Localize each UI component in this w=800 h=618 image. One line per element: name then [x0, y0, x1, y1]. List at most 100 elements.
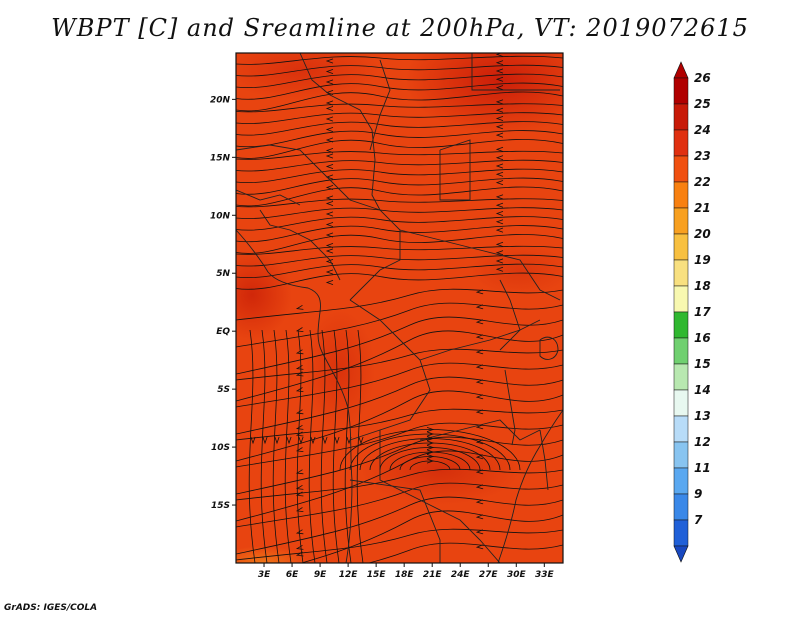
streamline-arrow: [475, 304, 484, 310]
colorbar-label: 25: [694, 97, 711, 111]
coastline-east-africa: [497, 409, 563, 563]
streamline-arrow: [274, 436, 280, 445]
map-plot-area: [236, 53, 563, 563]
lon-tick-label: 24E: [451, 570, 471, 580]
colorbar-label: 24: [694, 123, 711, 137]
lat-tick-label: 10N: [210, 211, 231, 221]
lon-tick-label: 15E: [367, 570, 387, 580]
streamline: [339, 429, 521, 471]
lon-tick-label: 30E: [507, 570, 527, 580]
streamline: [236, 468, 563, 501]
streamline-arrow: [298, 436, 304, 445]
streamline-arrow: [475, 484, 484, 490]
colorbar-label: 14: [694, 383, 711, 397]
colorbar-label: 26: [694, 71, 711, 85]
map-frame: [235, 52, 564, 564]
streamline-arrow: [475, 394, 484, 400]
colorbar-label: 18: [694, 279, 711, 293]
lon-tick-label: 21E: [423, 570, 443, 580]
streamline: [284, 329, 292, 563]
streamline: [236, 316, 563, 375]
streamline-arrow: [495, 250, 504, 256]
streamline-arrow: [295, 529, 304, 535]
streamline-arrow: [295, 304, 304, 310]
colorbar-label: 17: [694, 305, 711, 319]
colorbar-swatch: [673, 155, 689, 183]
streamline-arrow: [475, 289, 484, 295]
streamline-arrow: [334, 436, 340, 445]
colorbar-min-arrow: [673, 545, 689, 563]
streamline-arrow: [325, 222, 334, 227]
streamline: [236, 288, 563, 321]
colorbar-label: 7: [694, 513, 703, 527]
lat-tick-label: EQ: [216, 327, 230, 337]
colorbar-swatch: [673, 337, 689, 365]
streamline-arrow: [475, 409, 484, 415]
streamline: [236, 245, 563, 255]
streamline: [379, 447, 481, 471]
lat-tick-label: 15S: [211, 501, 230, 511]
grads-credit: GrADS: IGES/COLA: [4, 603, 98, 613]
streamline: [236, 198, 563, 208]
streamline-arrow: [475, 469, 484, 475]
streamline-arrow: [325, 153, 334, 159]
streamline-arrow: [475, 499, 484, 505]
warm-region-east: [470, 245, 563, 295]
lake-malawi: [539, 429, 549, 491]
streamline-arrow: [426, 445, 435, 450]
streamline: [349, 433, 511, 471]
streamline: [236, 390, 563, 462]
streamline-arrow: [325, 116, 334, 122]
streamline-arrow: [475, 334, 484, 340]
streamline-arrow: [325, 201, 334, 206]
border-11: [419, 419, 541, 441]
lake-tanganyika: [504, 369, 516, 446]
streamline: [236, 234, 563, 254]
lon-tick-label: 3E: [258, 570, 271, 580]
latitude-axis: 20N 15N 10N 5N EQ 5S 10S 15S: [210, 95, 236, 511]
streamline: [369, 442, 491, 471]
colorbar-swatch: [673, 129, 689, 157]
lake-victoria: [539, 336, 559, 360]
streamline-arrow: [250, 436, 256, 445]
lat-tick-label: 15N: [210, 153, 231, 163]
streamline-arrow: [495, 180, 504, 186]
streamline-arrow: [325, 280, 334, 285]
border-10: [379, 430, 501, 563]
streamline-arrow: [325, 164, 334, 169]
streamline-arrow: [495, 124, 504, 130]
streamline: [236, 376, 563, 435]
colorbar-label: 11: [694, 461, 711, 475]
streamline: [332, 329, 340, 563]
streamline-arrow: [495, 241, 504, 247]
streamline: [236, 482, 563, 528]
streamline-arrow: [426, 440, 435, 446]
colorbar-swatch: [673, 207, 689, 235]
streamline-arrow: [495, 163, 504, 169]
colorbar-label: 22: [694, 175, 711, 189]
streamline-arrow: [495, 194, 504, 200]
streamline-arrow: [358, 436, 364, 445]
lon-tick-label: 18E: [395, 570, 415, 580]
streamline-arrow: [475, 514, 484, 520]
streamline-arrow: [495, 211, 504, 216]
streamline-arrow: [495, 99, 504, 105]
streamline: [236, 150, 563, 160]
border-6: [349, 209, 401, 301]
streamline-arrow: [426, 454, 435, 459]
border-1: [299, 53, 381, 211]
streamline-arrow: [325, 106, 334, 111]
streamline: [236, 528, 563, 561]
streamline: [236, 130, 563, 148]
colorbar-swatch: [673, 285, 689, 313]
colorbar-swatch: [673, 519, 689, 547]
border-7: [399, 229, 561, 301]
streamline: [236, 408, 563, 441]
colorbar-swatch: [673, 467, 689, 495]
country-borders: [236, 53, 563, 563]
streamline-arrow: [325, 127, 334, 132]
streamline: [236, 82, 563, 100]
streamline-arrow: [426, 436, 435, 441]
streamline: [236, 168, 563, 184]
warm-region-north: [236, 53, 380, 100]
